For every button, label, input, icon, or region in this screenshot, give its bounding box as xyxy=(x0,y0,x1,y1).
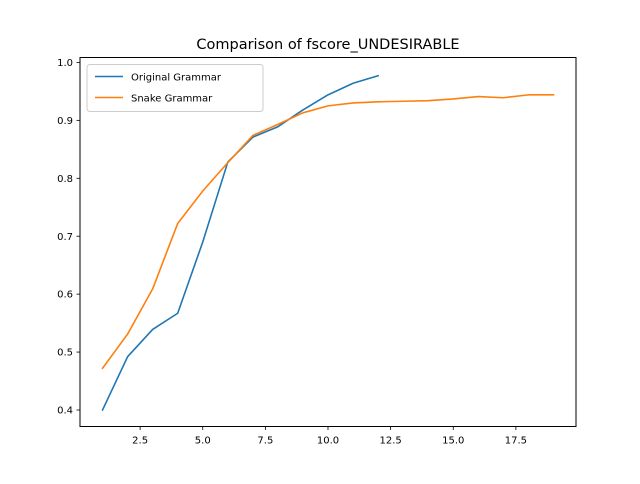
plot-area-frame xyxy=(79,57,577,427)
legend: Original Grammar Snake Grammar xyxy=(86,64,264,112)
y-tick-label: 0.8 xyxy=(57,174,73,185)
x-axis-ticks: 2.5 5.0 7.5 10.0 12.5 15.0 17.5 xyxy=(132,426,527,447)
x-tick-label: 17.5 xyxy=(505,436,527,447)
series-line-snake-grammar xyxy=(101,94,555,370)
x-tick-label: 10.0 xyxy=(317,436,339,447)
y-tick-label: 1.0 xyxy=(57,58,73,69)
x-tick-label: 2.5 xyxy=(132,436,148,447)
y-tick-label: 0.6 xyxy=(57,290,73,301)
y-tick-label: 0.9 xyxy=(57,116,73,127)
legend-label: Snake Grammar xyxy=(131,94,213,105)
chart-title: Comparison of fscore_UNDESIRABLE xyxy=(196,37,459,53)
x-tick-label: 15.0 xyxy=(442,436,464,447)
legend-label: Original Grammar xyxy=(131,73,222,84)
x-tick-label: 12.5 xyxy=(379,436,401,447)
legend-box xyxy=(86,64,264,112)
y-axis-ticks: 0.4 0.5 0.6 0.7 0.8 0.9 1.0 xyxy=(57,58,80,417)
y-tick-label: 0.5 xyxy=(57,348,73,359)
series-layer xyxy=(101,74,555,412)
x-tick-label: 7.5 xyxy=(257,436,273,447)
x-tick-label: 5.0 xyxy=(195,436,211,447)
y-tick-label: 0.4 xyxy=(57,406,73,417)
y-tick-label: 0.7 xyxy=(57,232,73,243)
